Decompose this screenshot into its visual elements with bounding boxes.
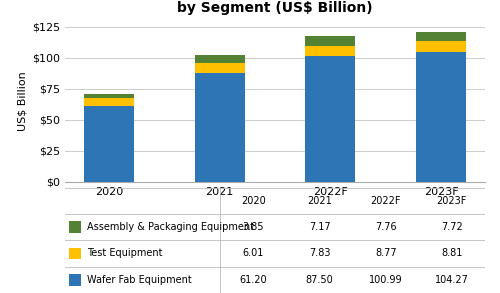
Text: Wafer Fab Equipment: Wafer Fab Equipment bbox=[88, 275, 192, 285]
Bar bbox=[195, 73, 244, 182]
Text: 7.83: 7.83 bbox=[309, 248, 330, 258]
Text: 8.77: 8.77 bbox=[375, 248, 396, 258]
Text: 7.72: 7.72 bbox=[441, 222, 463, 232]
Text: 7.17: 7.17 bbox=[309, 222, 330, 232]
Bar bbox=[69, 248, 81, 259]
Bar bbox=[416, 52, 466, 182]
Bar bbox=[306, 57, 355, 182]
Text: Test Equipment: Test Equipment bbox=[88, 248, 163, 258]
Bar bbox=[84, 98, 134, 106]
Text: 6.01: 6.01 bbox=[243, 248, 264, 258]
Text: 2020: 2020 bbox=[241, 196, 266, 206]
Title: SEMI 2022 Mid-Year Total Equipment Forecast
by Segment (US$ Billion): SEMI 2022 Mid-Year Total Equipment Forec… bbox=[96, 0, 454, 15]
Text: 2022F: 2022F bbox=[370, 196, 401, 206]
Bar bbox=[306, 36, 355, 46]
Bar bbox=[195, 64, 244, 73]
Bar bbox=[84, 93, 134, 98]
Text: 7.76: 7.76 bbox=[375, 222, 396, 232]
Text: Assembly & Packaging Equipment: Assembly & Packaging Equipment bbox=[88, 222, 254, 232]
Bar bbox=[69, 274, 81, 286]
Text: 100.99: 100.99 bbox=[369, 275, 402, 285]
Text: 2023F: 2023F bbox=[436, 196, 467, 206]
Text: 3.85: 3.85 bbox=[242, 222, 264, 232]
Text: 8.81: 8.81 bbox=[441, 248, 462, 258]
Y-axis label: US$ Billion: US$ Billion bbox=[18, 71, 28, 131]
Text: 87.50: 87.50 bbox=[306, 275, 334, 285]
Bar bbox=[84, 106, 134, 182]
Bar bbox=[416, 42, 466, 52]
Text: 61.20: 61.20 bbox=[240, 275, 268, 285]
Text: 2021: 2021 bbox=[307, 196, 332, 206]
Bar bbox=[69, 221, 81, 233]
Bar bbox=[306, 46, 355, 57]
Bar bbox=[416, 32, 466, 42]
Text: 104.27: 104.27 bbox=[435, 275, 469, 285]
Bar bbox=[195, 54, 244, 64]
